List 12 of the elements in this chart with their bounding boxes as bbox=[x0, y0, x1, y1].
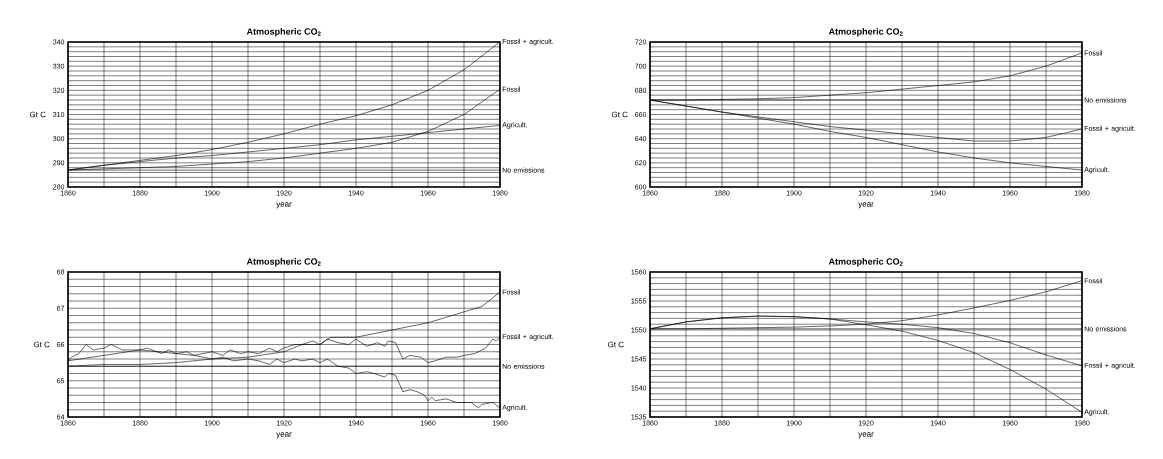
x-axis-title: year bbox=[858, 202, 874, 209]
chart-title: Atmospheric CO$_{2}$ bbox=[246, 258, 321, 267]
y-axis-title: Gt C bbox=[608, 341, 624, 348]
x-axis-title: year bbox=[276, 432, 292, 439]
y-axis-title: Gt C bbox=[33, 341, 50, 348]
chart-title: Atmospheric CO$_{2}$ bbox=[246, 28, 321, 37]
chart-title: Atmospheric CO$_{2}$ bbox=[828, 28, 903, 37]
chart-title: Atmospheric CO$_{2}$ bbox=[828, 258, 903, 267]
y-axis-title: Gt C bbox=[611, 111, 628, 118]
y-axis-title: Gt C bbox=[29, 111, 46, 118]
x-axis-title: year bbox=[276, 202, 292, 209]
x-axis-title: year bbox=[858, 432, 874, 439]
